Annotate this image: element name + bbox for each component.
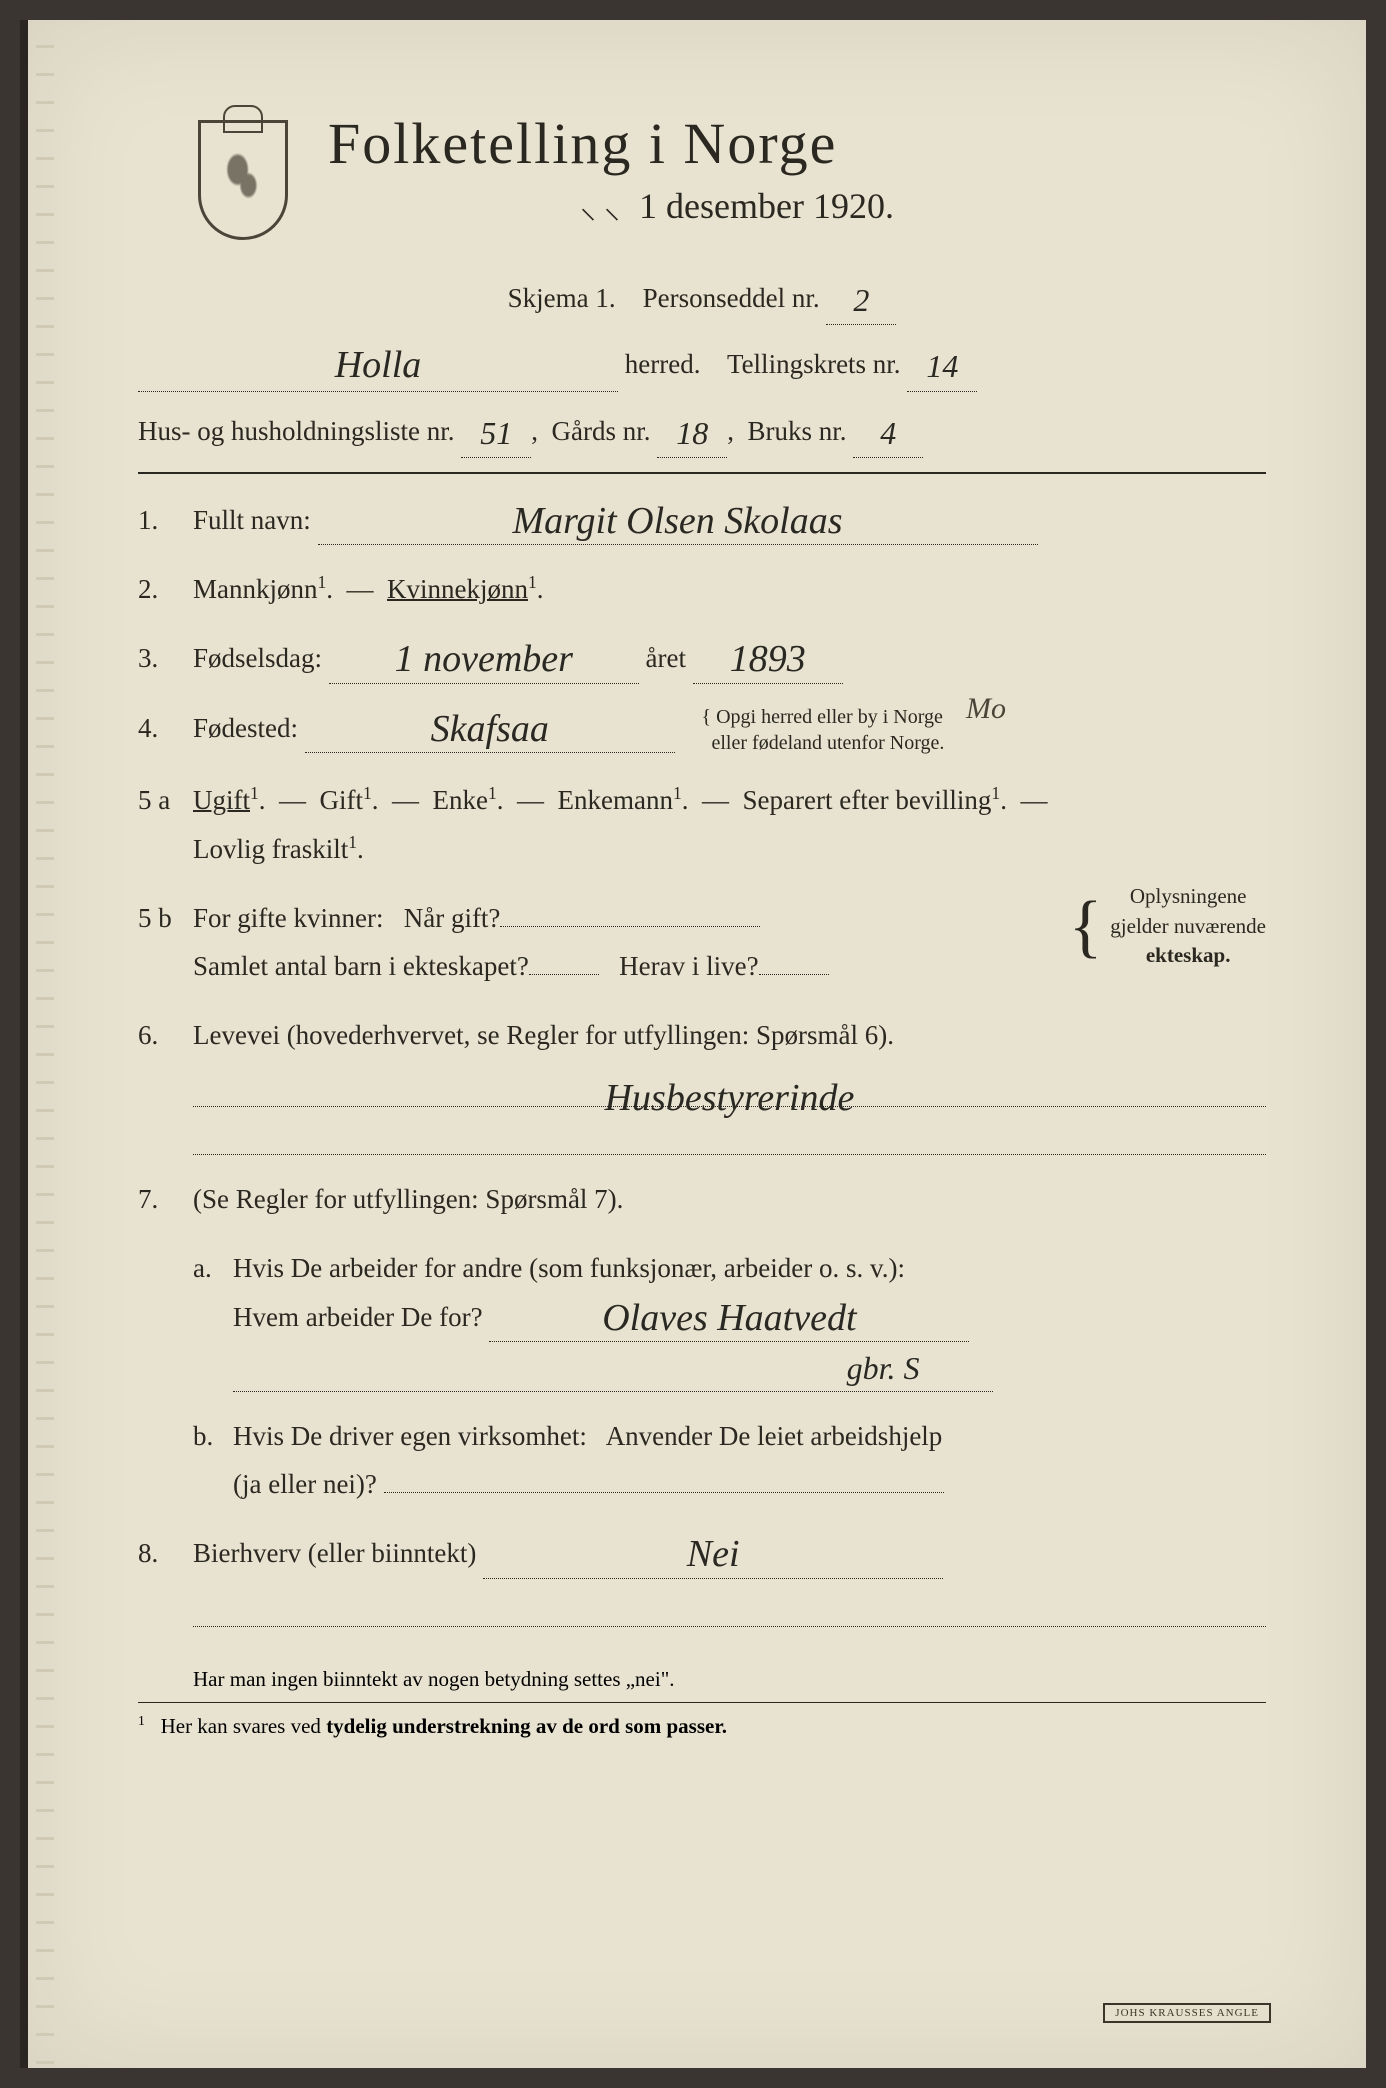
q4-annotation: Mo: [966, 682, 1006, 736]
footnote-2: 1 Her kan svares ved tydelig understrekn…: [138, 1713, 1266, 1739]
q8-value: Nei: [687, 1539, 740, 1569]
q7a-row: a. Hvis De arbeider for andre (som funks…: [193, 1244, 1266, 1392]
q5b-row: 5 b For gifte kvinner: Når gift? Samlet …: [138, 894, 1266, 991]
q6-blank-line: [193, 1127, 1266, 1155]
census-form-page: Folketelling i Norge ⸜ ⸜ 1 desember 1920…: [20, 20, 1366, 2068]
tick-marks: ⸜ ⸜: [580, 185, 620, 228]
q3-day: 1 november: [395, 644, 573, 674]
herred-value: Holla: [335, 350, 422, 380]
q2-row: 2. Mannkjønn1. — Kvinnekjønn1.: [138, 565, 1266, 614]
q5b-brace-note: { Oplysningene gjelder nuværende ekteska…: [1069, 882, 1266, 970]
q7a-value: Olaves Haatvedt: [602, 1303, 856, 1333]
footnote-divider: [138, 1702, 1266, 1703]
q3-year: 1893: [730, 644, 806, 674]
tellingskrets-nr: 14: [926, 354, 958, 380]
q1-row: 1. Fullt navn: Margit Olsen Skolaas: [138, 496, 1266, 546]
bruks-nr: 4: [880, 421, 896, 447]
q7a-value2: gbr. S: [847, 1356, 920, 1382]
husliste-line: Hus- og husholdningsliste nr. 51, Gårds …: [138, 406, 1266, 458]
norwegian-coat-of-arms-icon: [198, 120, 288, 240]
printer-stamp: JOHS KRAUSSES ANGLE: [1103, 2003, 1271, 2023]
q5a-row: 5 a Ugift1. — Gift1. — Enke1. — Enkemann…: [138, 776, 1266, 873]
q3-row: 3. Fødselsdag: 1 november året 1893: [138, 634, 1266, 684]
herred-line: Holla herred. Tellingskrets nr. 14: [138, 339, 1266, 391]
q4-note: { Opgi herred eller by i Norge eller fød…: [702, 704, 945, 756]
title-block: Folketelling i Norge ⸜ ⸜ 1 desember 1920…: [328, 110, 1266, 263]
q6-row: 6. Levevei (hovederhvervet, se Regler fo…: [138, 1011, 1266, 1060]
footnote-1: Har man ingen biinntekt av nogen betydni…: [193, 1667, 1266, 1692]
q6-value: Husbestyrerinde: [605, 1083, 855, 1113]
q2-selected: Kvinnekjønn: [387, 574, 528, 604]
q4-row: 4. Fødested: Skafsaa { Opgi herred eller…: [138, 704, 1266, 757]
personseddel-nr: 2: [853, 288, 869, 314]
q1-value: Margit Olsen Skolaas: [513, 506, 843, 536]
document-subtitle: ⸜ ⸜ 1 desember 1920.: [208, 185, 1266, 228]
q8-row: 8. Bierhverv (eller biinntekt) Nei: [138, 1529, 1266, 1579]
gards-nr: 18: [676, 421, 708, 447]
questions: 1. Fullt navn: Margit Olsen Skolaas 2. M…: [138, 496, 1266, 1627]
footnotes: Har man ingen biinntekt av nogen betydni…: [138, 1667, 1266, 1739]
husliste-nr: 51: [480, 421, 512, 447]
q7-row: 7. (Se Regler for utfyllingen: Spørsmål …: [138, 1175, 1266, 1224]
q5a-selected: Ugift: [193, 785, 250, 815]
q6-value-line: Husbestyrerinde: [193, 1079, 1266, 1107]
divider: [138, 472, 1266, 474]
q8-blank-line: [193, 1599, 1266, 1627]
perforation-edge: [36, 20, 54, 2068]
schema-line: Skjema 1. Personseddel nr. 2: [138, 273, 1266, 325]
q7b-row: b. Hvis De driver egen virksomhet: Anven…: [193, 1412, 1266, 1509]
document-title: Folketelling i Norge: [328, 110, 1266, 177]
header: Folketelling i Norge ⸜ ⸜ 1 desember 1920…: [198, 110, 1266, 263]
q4-value: Skafsaa: [431, 714, 549, 744]
